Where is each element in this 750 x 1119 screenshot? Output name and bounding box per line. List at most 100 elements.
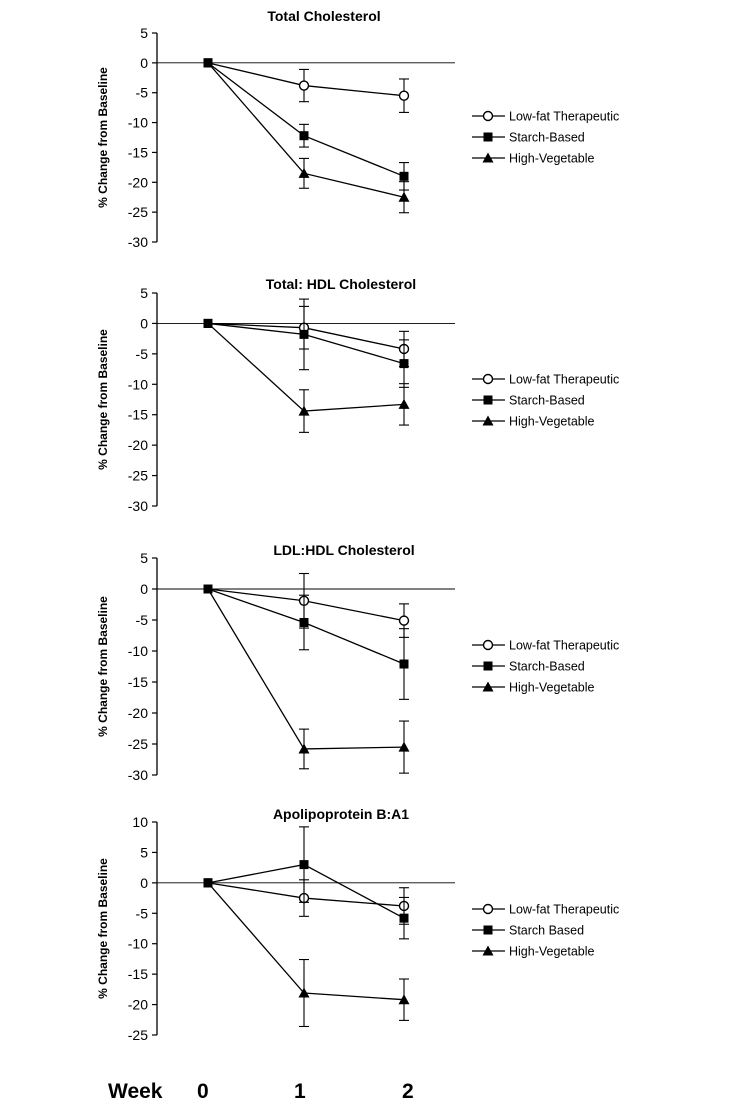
y-tick-label: 0 (140, 875, 148, 891)
y-tick-label: 0 (140, 55, 148, 71)
legend-marker (482, 373, 494, 385)
chart-title: Apolipoprotein B:A1 (273, 806, 409, 822)
data-point (298, 80, 310, 91)
legend-label: High-Vegetable (509, 152, 595, 166)
y-tick-label: 5 (140, 25, 148, 41)
legend-label: High-Vegetable (509, 681, 595, 695)
series-open-circle (203, 58, 410, 113)
y-tick-label: -20 (128, 705, 148, 721)
legend-marker (483, 925, 493, 935)
y-tick-label: 10 (132, 814, 148, 830)
data-point (398, 90, 410, 101)
y-tick-label: -10 (128, 115, 148, 131)
legend-marker (482, 110, 494, 122)
chart-panel-4: Apolipoprotein B:A1 % Change from Baselin… (96, 806, 619, 1043)
y-tick-label: -15 (128, 966, 148, 982)
series-filled-triangle (203, 584, 410, 774)
legend-label: High-Vegetable (509, 415, 595, 429)
y-axis-label: % Change from Baseline (96, 329, 110, 470)
week-axis-row: Week 0 1 2 (108, 1080, 414, 1103)
legend-label: Low-fat Therapeutic (509, 639, 619, 653)
data-point (298, 987, 310, 998)
legend-label: Starch-Based (509, 394, 585, 408)
y-tick-label: -20 (128, 437, 148, 453)
chart-title: Total Cholesterol (267, 8, 380, 24)
series-line (207, 863, 405, 919)
chart-panel-1: Total Cholesterol % Change from Baseline 5… (96, 8, 619, 250)
y-tick-label: 5 (140, 550, 148, 566)
y-tick-label: -10 (128, 376, 148, 392)
chart-title: Total: HDL Cholesterol (266, 276, 416, 292)
data-point (203, 878, 213, 888)
series-filled-square (203, 58, 409, 191)
y-tick-label: -25 (128, 736, 148, 752)
legend-label: Starch-Based (509, 131, 585, 145)
legend-label: High-Vegetable (509, 945, 595, 959)
data-point (398, 994, 410, 1005)
legend-label: Low-fat Therapeutic (509, 373, 619, 387)
series-line (207, 62, 405, 97)
y-tick-label: -5 (136, 85, 149, 101)
y-tick-label: 5 (140, 285, 148, 301)
data-point (299, 617, 309, 627)
data-point (398, 615, 410, 626)
legend-marker (482, 152, 494, 163)
legend-marker (483, 395, 493, 405)
y-tick-label: 5 (140, 844, 148, 860)
legend: Low-fat Therapeutic Starch-Based High-Vege… (472, 110, 619, 166)
y-axis-label: % Change from Baseline (96, 596, 110, 737)
week-tick-2: 2 (402, 1080, 414, 1103)
y-tick-label: -20 (128, 997, 148, 1013)
y-tick-label: -20 (128, 174, 148, 190)
legend-label: Low-fat Therapeutic (509, 903, 619, 917)
y-axis-label: % Change from Baseline (96, 67, 110, 208)
y-axis-label: % Change from Baseline (96, 858, 110, 999)
week-tick-0: 0 (197, 1080, 209, 1103)
y-tick-label: -25 (128, 1027, 148, 1043)
chart-panel-2: Total: HDL Cholesterol % Change from Base… (96, 276, 619, 514)
chart-panels: Total Cholesterol % Change from Baseline 5… (96, 8, 619, 1043)
data-point (398, 398, 410, 409)
data-point (399, 913, 409, 923)
legend-marker (483, 661, 493, 671)
data-point (203, 584, 213, 594)
y-tick-label: -5 (136, 346, 149, 362)
legend-marker (483, 132, 493, 142)
series-line (207, 588, 405, 750)
series-line (207, 62, 405, 177)
y-tick-label: -25 (128, 468, 148, 484)
data-point (298, 405, 310, 416)
series-filled-triangle (203, 58, 410, 214)
y-tick-label: -15 (128, 144, 148, 160)
legend-marker (482, 415, 494, 426)
week-tick-1: 1 (294, 1080, 306, 1103)
series-open-circle (203, 572, 410, 638)
chart-title: LDL:HDL Cholesterol (273, 542, 414, 558)
chart-panel-3: LDL:HDL Cholesterol % Change from Baselin… (96, 542, 619, 783)
legend-marker (482, 681, 494, 692)
y-tick-label: -5 (136, 612, 149, 628)
series-open-circle (203, 878, 410, 925)
data-point (298, 167, 310, 178)
y-tick-label: -30 (128, 234, 148, 250)
series-filled-triangle (203, 318, 410, 433)
data-point (398, 741, 410, 752)
legend-label: Starch Based (509, 924, 584, 938)
series-filled-triangle (203, 878, 410, 1028)
legend-marker (482, 903, 494, 915)
legend: Low-fat Therapeutic Starch-Based High-Vege… (472, 373, 619, 429)
y-tick-label: -30 (128, 498, 148, 514)
data-point (203, 58, 213, 68)
legend: Low-fat Therapeutic Starch-Based High-Vege… (472, 639, 619, 695)
data-point (399, 659, 409, 669)
data-point (299, 329, 309, 339)
y-tick-label: 0 (140, 581, 148, 597)
legend: Low-fat Therapeutic Starch Based High-Vege… (472, 903, 619, 959)
week-label: Week (108, 1080, 163, 1103)
legend-marker (482, 639, 494, 651)
legend-label: Starch-Based (509, 660, 585, 674)
data-point (299, 860, 309, 870)
y-tick-label: 0 (140, 315, 148, 331)
y-tick-label: -10 (128, 643, 148, 659)
y-tick-label: -30 (128, 767, 148, 783)
